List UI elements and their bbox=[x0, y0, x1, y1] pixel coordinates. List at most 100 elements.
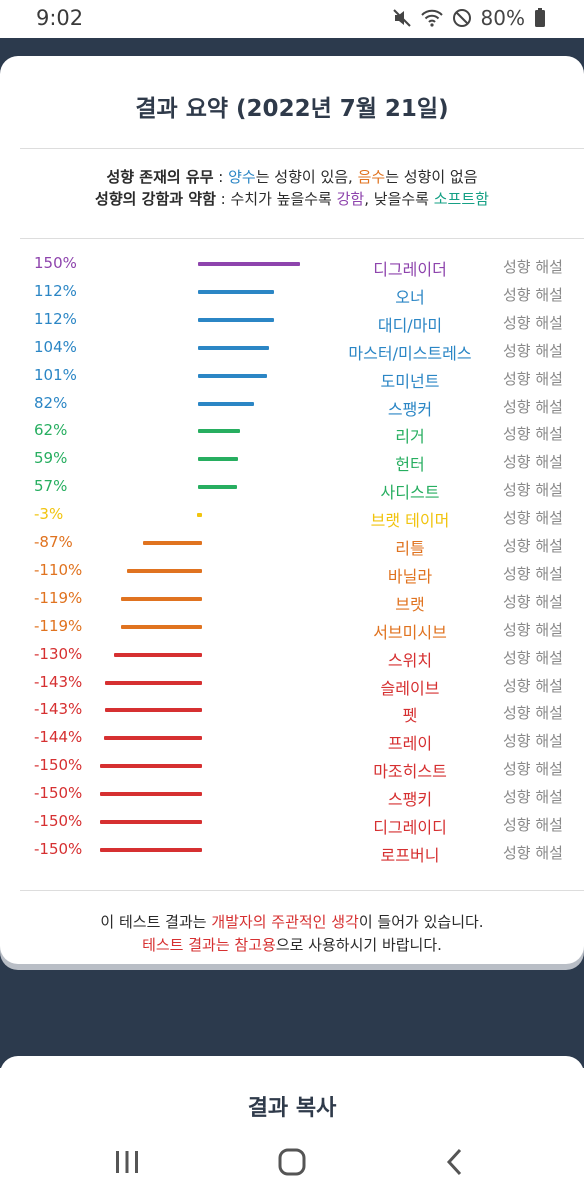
tendency-name[interactable]: 스위치 bbox=[387, 650, 433, 670]
tendency-interpretation-link[interactable]: 성향 해설 bbox=[503, 788, 563, 807]
battery-icon bbox=[534, 8, 546, 28]
divider bbox=[20, 148, 584, 149]
tendency-row: -87% 리틀 성향 해설 bbox=[0, 531, 584, 559]
do-not-disturb-icon bbox=[452, 8, 472, 28]
recent-apps-icon bbox=[116, 1151, 138, 1173]
tendency-percent: 62% bbox=[34, 421, 68, 440]
tendency-interpretation-link[interactable]: 성향 해설 bbox=[503, 537, 563, 555]
tendency-name[interactable]: 도미넌트 bbox=[380, 371, 440, 391]
tendency-name[interactable]: 슬레이브 bbox=[380, 678, 440, 698]
disclaimer-highlight: 테스트 결과는 참고용 bbox=[142, 936, 276, 954]
tendency-name[interactable]: 브랫 bbox=[395, 594, 425, 614]
tendency-row: 112% 오너 성향 해설 bbox=[0, 280, 584, 308]
tendency-interpretation-link[interactable]: 성향 해설 bbox=[503, 704, 563, 723]
tendency-interpretation-link[interactable]: 성향 해설 bbox=[503, 425, 563, 444]
tendency-name[interactable]: 디그레이더 bbox=[373, 260, 447, 279]
copy-panel bbox=[0, 1056, 584, 1200]
home-icon bbox=[278, 1148, 306, 1176]
tendency-bar bbox=[198, 373, 267, 378]
tendency-interpretation-link[interactable]: 성향 해설 bbox=[503, 676, 563, 695]
tendency-percent: -3% bbox=[34, 505, 64, 524]
navigation-bar bbox=[0, 1138, 584, 1188]
tendency-row: -130% 스위치 성향 해설 bbox=[0, 643, 584, 671]
tendency-name[interactable]: 스팽커 bbox=[387, 399, 433, 419]
tendency-percent: 112% bbox=[34, 309, 77, 328]
legend-strength-text: : 수치가 높을수록 bbox=[215, 190, 337, 208]
tendency-name[interactable]: 마스터/미스트레스 bbox=[348, 343, 472, 363]
tendency-percent: -150% bbox=[34, 784, 83, 803]
page-title: 결과 요약 (2022년 7월 21일) bbox=[135, 96, 449, 122]
tendency-interpretation-link[interactable]: 성향 해설 bbox=[503, 258, 563, 276]
tendency-bar bbox=[104, 708, 202, 713]
tendency-row: -119% 서브미시브 성향 해설 bbox=[0, 615, 584, 643]
tendency-interpretation-link[interactable]: 성향 해설 bbox=[503, 341, 563, 360]
tendency-bar bbox=[198, 345, 269, 350]
status-icons: 80% bbox=[392, 6, 546, 30]
copy-result-button[interactable]: 결과 복사 bbox=[247, 1096, 337, 1121]
tendency-row: 62% 리거 성향 해설 bbox=[0, 419, 584, 447]
tendency-percent: 150% bbox=[34, 254, 77, 272]
disclaimer-highlight: 개발자의 주관적인 생각 bbox=[211, 913, 359, 931]
tendency-percent: 57% bbox=[34, 477, 68, 496]
tendency-bar bbox=[198, 317, 275, 322]
legend-negative: 음수 bbox=[357, 168, 386, 186]
tendency-interpretation-link[interactable]: 성향 해설 bbox=[503, 760, 563, 779]
tendency-name[interactable]: 리틀 bbox=[395, 539, 425, 558]
tendency-name[interactable]: 사디스트 bbox=[380, 483, 440, 503]
tendency-name[interactable]: 프레이 bbox=[387, 734, 433, 754]
tendency-name[interactable]: 스팽키 bbox=[387, 790, 433, 810]
divider bbox=[20, 890, 584, 891]
tendency-percent: -119% bbox=[34, 588, 83, 607]
tendency-name[interactable]: 로프버니 bbox=[380, 845, 440, 865]
tendency-bar bbox=[142, 541, 202, 545]
tendency-interpretation-link[interactable]: 성향 해설 bbox=[503, 369, 563, 388]
tendency-row: 57% 사디스트 성향 해설 bbox=[0, 475, 584, 503]
tendency-interpretation-link[interactable]: 성향 해설 bbox=[503, 481, 563, 500]
tendency-interpretation-link[interactable]: 성향 해설 bbox=[503, 648, 563, 667]
tendency-name[interactable]: 마조히스트 bbox=[373, 762, 447, 782]
tendency-interpretation-link[interactable]: 성향 해설 bbox=[503, 564, 563, 583]
tendency-name[interactable]: 리거 bbox=[395, 427, 425, 447]
tendency-interpretation-link[interactable]: 성향 해설 bbox=[503, 453, 563, 472]
tendency-row: -150% 마조히스트 성향 해설 bbox=[0, 754, 584, 782]
tendency-bar bbox=[100, 792, 202, 797]
tendency-name[interactable]: 펫 bbox=[402, 706, 418, 726]
tendency-name[interactable]: 서브미시브 bbox=[373, 622, 447, 642]
tendency-percent: 59% bbox=[34, 449, 68, 468]
tendency-row: -3% 브랫 테이머 성향 해설 bbox=[0, 503, 584, 531]
tendency-interpretation-link[interactable]: 성향 해설 bbox=[503, 816, 563, 834]
tendency-bar bbox=[104, 736, 202, 741]
tendency-interpretation-link[interactable]: 성향 해설 bbox=[503, 313, 563, 332]
tendency-row: -150% 디그레이디 성향 해설 bbox=[0, 810, 584, 838]
tendency-interpretation-link[interactable]: 성향 해설 bbox=[503, 843, 563, 862]
tendency-name[interactable]: 대디/마미 bbox=[377, 315, 443, 335]
tendency-bar bbox=[121, 624, 202, 629]
tendency-bar bbox=[100, 820, 202, 824]
recent-apps-button[interactable] bbox=[97, 1138, 157, 1188]
tendency-row: -150% 로프버니 성향 해설 bbox=[0, 838, 584, 866]
tendency-bar bbox=[198, 485, 237, 490]
tendency-interpretation-link[interactable]: 성향 해설 bbox=[503, 732, 563, 751]
tendency-name[interactable]: 바닐라 bbox=[387, 566, 433, 586]
tendency-interpretation-link[interactable]: 성향 해설 bbox=[503, 620, 563, 639]
tendency-name[interactable]: 디그레이디 bbox=[373, 818, 447, 837]
tendency-percent: 101% bbox=[34, 365, 77, 384]
back-button[interactable] bbox=[425, 1138, 485, 1188]
tendency-interpretation-link[interactable]: 성향 해설 bbox=[503, 509, 563, 528]
tendency-name[interactable]: 오너 bbox=[395, 287, 425, 307]
tendency-row: 59% 헌터 성향 해설 bbox=[0, 447, 584, 475]
tendency-interpretation-link[interactable]: 성향 해설 bbox=[503, 592, 563, 611]
tendency-bar bbox=[113, 652, 202, 657]
legend-colon: : bbox=[213, 168, 229, 186]
tendency-percent: -150% bbox=[34, 756, 83, 775]
legend-positive-text: 는 성향이 있음, bbox=[255, 168, 358, 186]
status-time: 9:02 bbox=[36, 6, 84, 30]
tendency-bar bbox=[198, 429, 241, 434]
tendency-name[interactable]: 헌터 bbox=[395, 455, 425, 475]
tendency-interpretation-link[interactable]: 성향 해설 bbox=[503, 285, 563, 304]
tendency-bar bbox=[198, 457, 239, 462]
home-button[interactable] bbox=[262, 1138, 322, 1188]
tendency-interpretation-link[interactable]: 성향 해설 bbox=[503, 397, 563, 416]
tendency-row: 101% 도미넌트 성향 해설 bbox=[0, 364, 584, 392]
tendency-name[interactable]: 브랫 테이머 bbox=[370, 511, 450, 531]
